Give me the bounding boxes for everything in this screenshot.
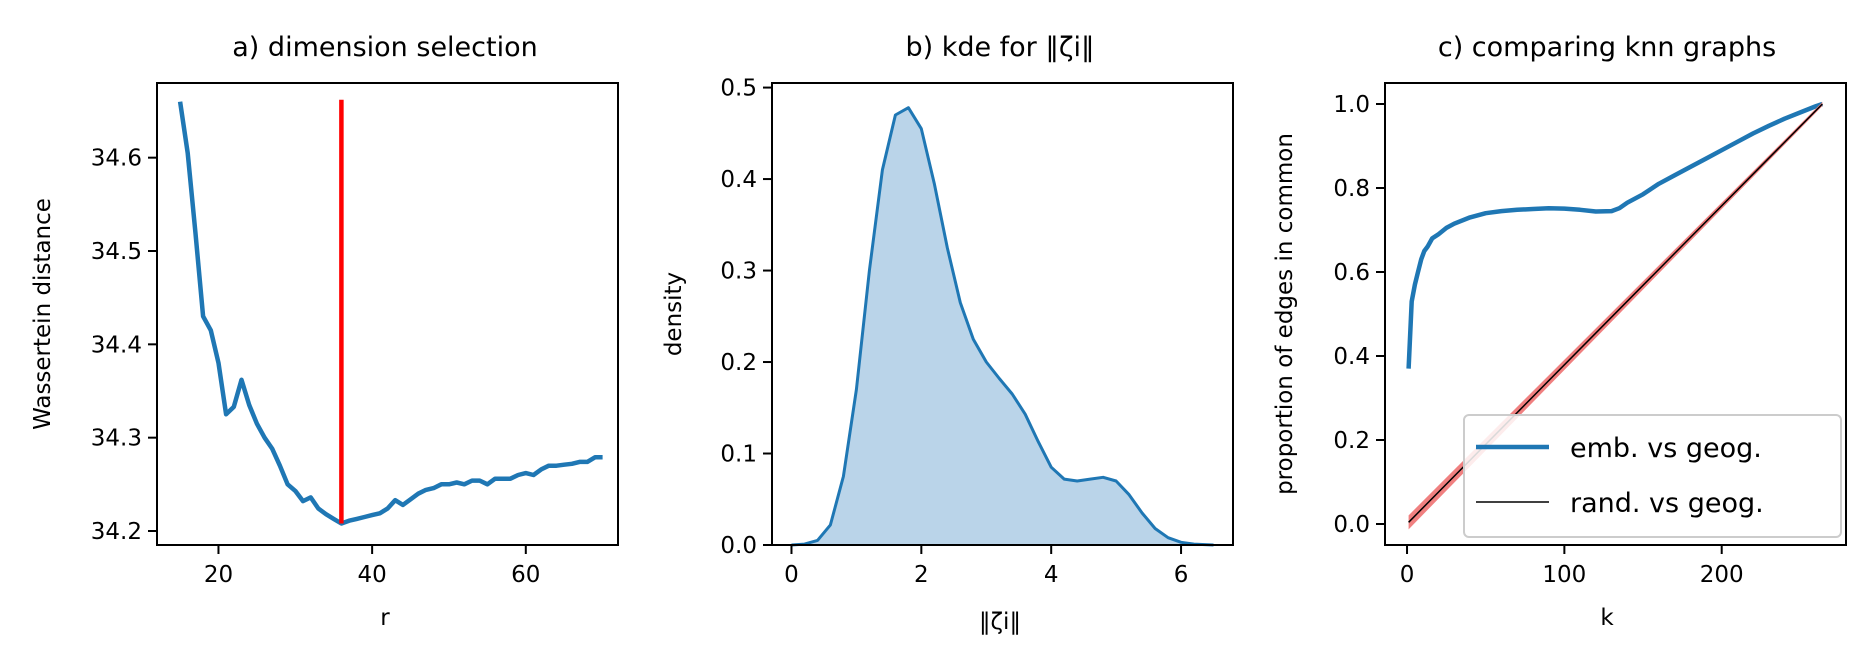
panel-b-xtick-label: 2 — [914, 562, 929, 588]
panel-a-xlabel: r — [380, 605, 390, 631]
panel-a-ytick-label: 34.2 — [91, 519, 142, 545]
panel-a-xtick-label: 20 — [204, 562, 233, 588]
panel-c-ytick-label: 0.4 — [1333, 344, 1370, 370]
panel-c-ytick-label: 0.8 — [1333, 176, 1370, 202]
panel-b-xtick-label: 0 — [784, 562, 799, 588]
panel-c-title: c) comparing knn graphs — [1438, 32, 1776, 63]
panel-c-legend — [1463, 414, 1842, 538]
panel-b-kde-fill — [791, 107, 1214, 545]
panel-a-ytick-label: 34.6 — [91, 146, 142, 172]
panel-b-ylabel: density — [661, 272, 687, 356]
panel-b-xtick-label: 4 — [1044, 562, 1059, 588]
panel-c-ytick-label: 0.6 — [1333, 260, 1370, 286]
panel-c-ytick-label: 0.0 — [1333, 512, 1370, 538]
panel-c-series-0-line — [1406, 101, 1824, 369]
panel-b-title-text: b) kde for ‖ζi‖ — [905, 32, 1094, 63]
panel-b-plot-area: 0 2 4 6 0.0 0.1 0.2 0.3 0.4 0.5 — [720, 76, 1234, 588]
panel-b-xtick-label: 6 — [1174, 562, 1189, 588]
panel-c-xtick-label: 100 — [1542, 562, 1586, 588]
panel-a-plot-area: 20 40 60 34.2 34.3 34.4 34.5 34.6 — [91, 82, 619, 588]
panel-b-ytick-label: 0.2 — [720, 350, 757, 376]
panel-b-frame — [771, 82, 1234, 546]
panel-a-xtick-label: 60 — [511, 562, 540, 588]
panel-c-xtick-label: 200 — [1700, 562, 1744, 588]
panel-c-knn-graphs: c) comparing knn graphs k proportion of … — [1272, 32, 1847, 631]
panel-b-xlabel: ‖ζi‖ — [979, 609, 1021, 635]
panel-a-ytick-label: 34.3 — [91, 426, 142, 452]
panel-b-title: b) kde for ‖ζi‖ — [905, 32, 1094, 63]
panel-a-ytick-label: 34.4 — [91, 332, 142, 358]
panel-a-ylabel: Wassertein distance — [30, 198, 56, 430]
panel-a-title: a) dimension selection — [232, 32, 537, 63]
panel-b-kde: b) kde for ‖ζi‖ ‖ζi‖ density 0 2 4 60.00.10… — [661, 32, 1234, 635]
panel-c-ytick-label: 1.0 — [1333, 92, 1370, 118]
panel-a-xtick-label: 40 — [357, 562, 386, 588]
panel-c-plot-area: 0 100 200 0.0 0.2 0.4 0.6 0.8 1.0 emb. vs geog. ra… — [1333, 82, 1847, 588]
panel-b-ytick-label: 0.3 — [720, 259, 757, 285]
panel-b-ytick-label: 0.5 — [720, 76, 757, 102]
panel-a-ytick-label: 34.5 — [91, 239, 142, 265]
panel-c-xtick-label: 0 — [1400, 562, 1415, 588]
panel-b-ytick-label: 0.1 — [720, 442, 757, 468]
panel-b-ytick-label: 0.0 — [720, 533, 757, 559]
panel-c-frame — [1384, 82, 1847, 546]
panel-c-legend-label: emb. vs geog. — [1570, 433, 1762, 464]
panel-b-ytick-label: 0.4 — [720, 167, 757, 193]
panel-b-series-0-line — [791, 106, 1214, 547]
panel-c-ylabel: proportion of edges in common — [1272, 133, 1298, 495]
panel-c-ytick-label: 0.2 — [1333, 428, 1370, 454]
panel-c-xlabel: k — [1600, 605, 1614, 631]
panel-c-legend-label: rand. vs geog. — [1570, 488, 1764, 519]
panel-a-dimension-selection: a) dimension selection r Wassertein dist… — [30, 32, 619, 631]
panel-a-frame — [156, 82, 619, 546]
panel-a-series-0-line — [177, 101, 603, 526]
